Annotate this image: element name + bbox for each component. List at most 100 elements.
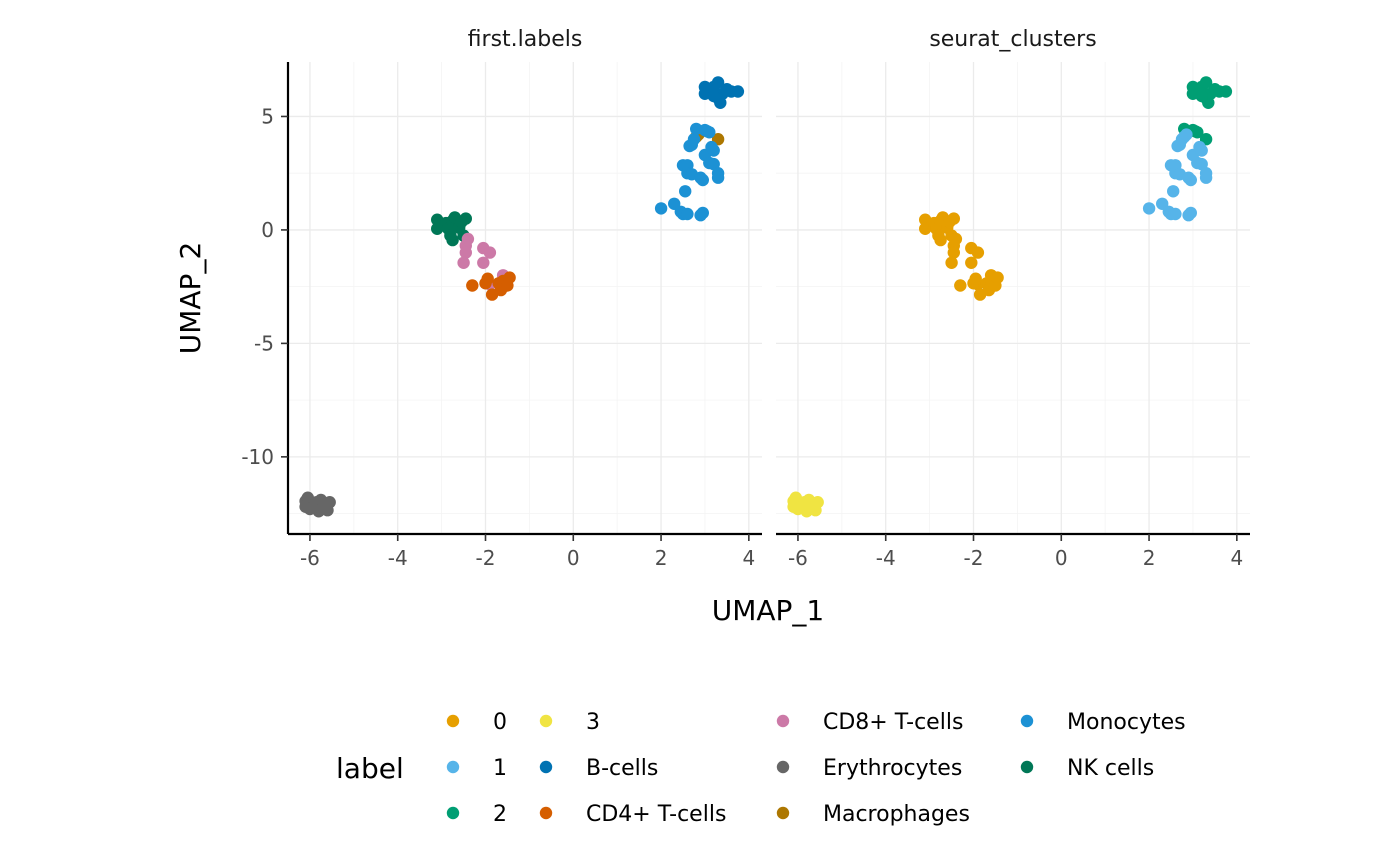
legend-item: 0 xyxy=(446,710,507,735)
y-axis-title: UMAP_2 xyxy=(174,242,207,355)
facet-strip-title: seurat_clusters xyxy=(929,27,1096,52)
legend-item: 3 xyxy=(539,710,600,735)
legend-key xyxy=(446,760,460,774)
data-point xyxy=(459,212,472,225)
legend-item: Macrophages xyxy=(776,802,970,827)
data-point xyxy=(965,256,978,269)
data-point xyxy=(696,173,709,187)
y-tick-label: 0 xyxy=(261,218,274,242)
legend-item: B-cells xyxy=(539,756,658,781)
legend-label: CD4+ T-cells xyxy=(586,802,726,827)
y-tick-label: 5 xyxy=(261,104,274,128)
data-point xyxy=(681,207,694,221)
legend-label: 3 xyxy=(586,710,600,735)
data-point xyxy=(793,501,807,515)
data-point xyxy=(459,246,472,259)
y-tick-label: -5 xyxy=(254,331,274,355)
legend-label: NK cells xyxy=(1067,756,1154,781)
x-tick-label: 4 xyxy=(742,546,755,570)
facet-panels: first.labels seurat_clusters xyxy=(288,27,1250,534)
y-tick-label: -10 xyxy=(241,445,274,469)
legend-key xyxy=(539,760,553,774)
data-point xyxy=(1167,185,1180,198)
legend-label: CD8+ T-cells xyxy=(823,710,963,735)
data-point xyxy=(1169,207,1182,221)
facet-strip-title: first.labels xyxy=(468,27,583,52)
data-point xyxy=(1195,89,1208,103)
x-tick-label: 2 xyxy=(1143,546,1156,570)
legend-item: 2 xyxy=(446,802,507,827)
x-tick-label: -4 xyxy=(876,546,896,570)
legend-item: NK cells xyxy=(1020,756,1154,781)
legend-item: CD4+ T-cells xyxy=(539,802,726,827)
legend-key xyxy=(776,760,790,774)
legend-label: 2 xyxy=(493,802,507,827)
data-point xyxy=(1142,202,1156,215)
data-point xyxy=(945,256,958,269)
data-point xyxy=(1195,144,1208,157)
legend-label: Monocytes xyxy=(1067,710,1186,735)
data-point xyxy=(483,246,497,259)
legend-key xyxy=(539,714,553,728)
data-point xyxy=(700,125,714,138)
data-point xyxy=(305,501,319,515)
y-axis: 5 0 -5 -10 xyxy=(241,62,290,534)
data-point xyxy=(1199,171,1213,184)
legend-item: Monocytes xyxy=(1020,710,1186,735)
data-point xyxy=(685,138,698,151)
x-axis: -6 -4 -2 0 2 4 xyxy=(288,532,762,570)
legend-label: Erythrocytes xyxy=(823,756,962,781)
data-point xyxy=(1219,85,1233,98)
data-point xyxy=(694,209,707,222)
data-point xyxy=(1180,128,1193,141)
legend-key xyxy=(1020,760,1034,774)
x-tick-label: -2 xyxy=(964,546,984,570)
data-point xyxy=(971,246,985,259)
data-point xyxy=(481,272,494,285)
data-point xyxy=(707,144,720,157)
x-tick-label: -6 xyxy=(300,546,320,570)
data-point xyxy=(954,279,967,292)
data-point xyxy=(919,222,932,235)
legend-title: label xyxy=(336,752,404,785)
data-point xyxy=(444,229,457,242)
legend-key xyxy=(1020,714,1034,728)
data-point xyxy=(947,246,960,259)
data-point xyxy=(1199,76,1213,89)
legend-key xyxy=(446,806,460,820)
legend-key xyxy=(776,714,790,728)
data-point xyxy=(679,185,692,198)
data-point xyxy=(932,229,945,242)
data-point xyxy=(811,496,824,509)
data-point xyxy=(466,279,479,292)
x-tick-label: 2 xyxy=(655,546,668,570)
x-axes: -6 -4 -2 0 2 4 -6 -4 -2 0 2 4 xyxy=(288,532,1250,570)
legend-item: Erythrocytes xyxy=(776,756,962,781)
data-point xyxy=(431,222,444,235)
legend-label: Macrophages xyxy=(823,802,970,827)
legend-key xyxy=(446,714,460,728)
legend-label: 1 xyxy=(493,756,507,781)
facet-panel: seurat_clusters xyxy=(776,27,1250,534)
data-point xyxy=(969,272,982,285)
x-axis: -6 -4 -2 0 2 4 xyxy=(776,532,1250,570)
data-point xyxy=(711,171,725,184)
legend-item: CD8+ T-cells xyxy=(776,710,963,735)
legend-label: 0 xyxy=(493,710,507,735)
data-point xyxy=(477,256,490,269)
x-tick-label: 0 xyxy=(567,546,580,570)
data-point xyxy=(731,85,745,98)
data-point xyxy=(991,271,1004,284)
x-tick-label: -2 xyxy=(476,546,496,570)
x-tick-label: -6 xyxy=(788,546,808,570)
x-tick-label: 0 xyxy=(1055,546,1068,570)
legend-key xyxy=(776,806,790,820)
data-point xyxy=(1173,138,1187,151)
data-point xyxy=(947,212,960,225)
legend-label: B-cells xyxy=(586,756,658,781)
data-point xyxy=(1182,209,1195,222)
x-tick-label: 4 xyxy=(1230,546,1243,570)
legend-item: 1 xyxy=(446,756,507,781)
data-point xyxy=(323,496,336,509)
